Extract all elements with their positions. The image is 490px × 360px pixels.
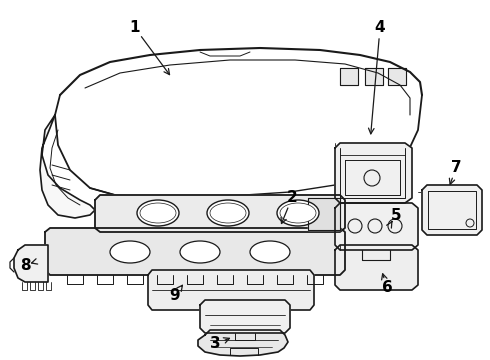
- Ellipse shape: [210, 203, 246, 223]
- Ellipse shape: [250, 241, 290, 263]
- Polygon shape: [148, 270, 314, 310]
- Polygon shape: [14, 245, 48, 282]
- Polygon shape: [45, 228, 345, 275]
- Ellipse shape: [140, 203, 176, 223]
- Polygon shape: [340, 68, 358, 85]
- Text: 7: 7: [451, 161, 461, 175]
- Polygon shape: [365, 68, 383, 85]
- Polygon shape: [40, 115, 95, 218]
- Polygon shape: [388, 68, 406, 85]
- Ellipse shape: [277, 200, 319, 226]
- Ellipse shape: [207, 200, 249, 226]
- Polygon shape: [95, 195, 345, 232]
- Ellipse shape: [280, 203, 316, 223]
- Text: 6: 6: [382, 280, 392, 296]
- Text: 3: 3: [210, 337, 220, 351]
- Text: 1: 1: [130, 21, 140, 36]
- Polygon shape: [335, 245, 418, 290]
- Polygon shape: [335, 203, 418, 250]
- Ellipse shape: [137, 200, 179, 226]
- Ellipse shape: [110, 241, 150, 263]
- Polygon shape: [28, 250, 45, 270]
- Text: 9: 9: [170, 288, 180, 302]
- Text: 4: 4: [375, 21, 385, 36]
- Text: 2: 2: [287, 190, 297, 206]
- Polygon shape: [335, 143, 412, 203]
- Polygon shape: [308, 198, 340, 230]
- Polygon shape: [422, 185, 482, 235]
- Polygon shape: [198, 330, 288, 356]
- Ellipse shape: [180, 241, 220, 263]
- Text: 5: 5: [391, 207, 401, 222]
- Polygon shape: [200, 300, 290, 333]
- Text: 8: 8: [20, 257, 30, 273]
